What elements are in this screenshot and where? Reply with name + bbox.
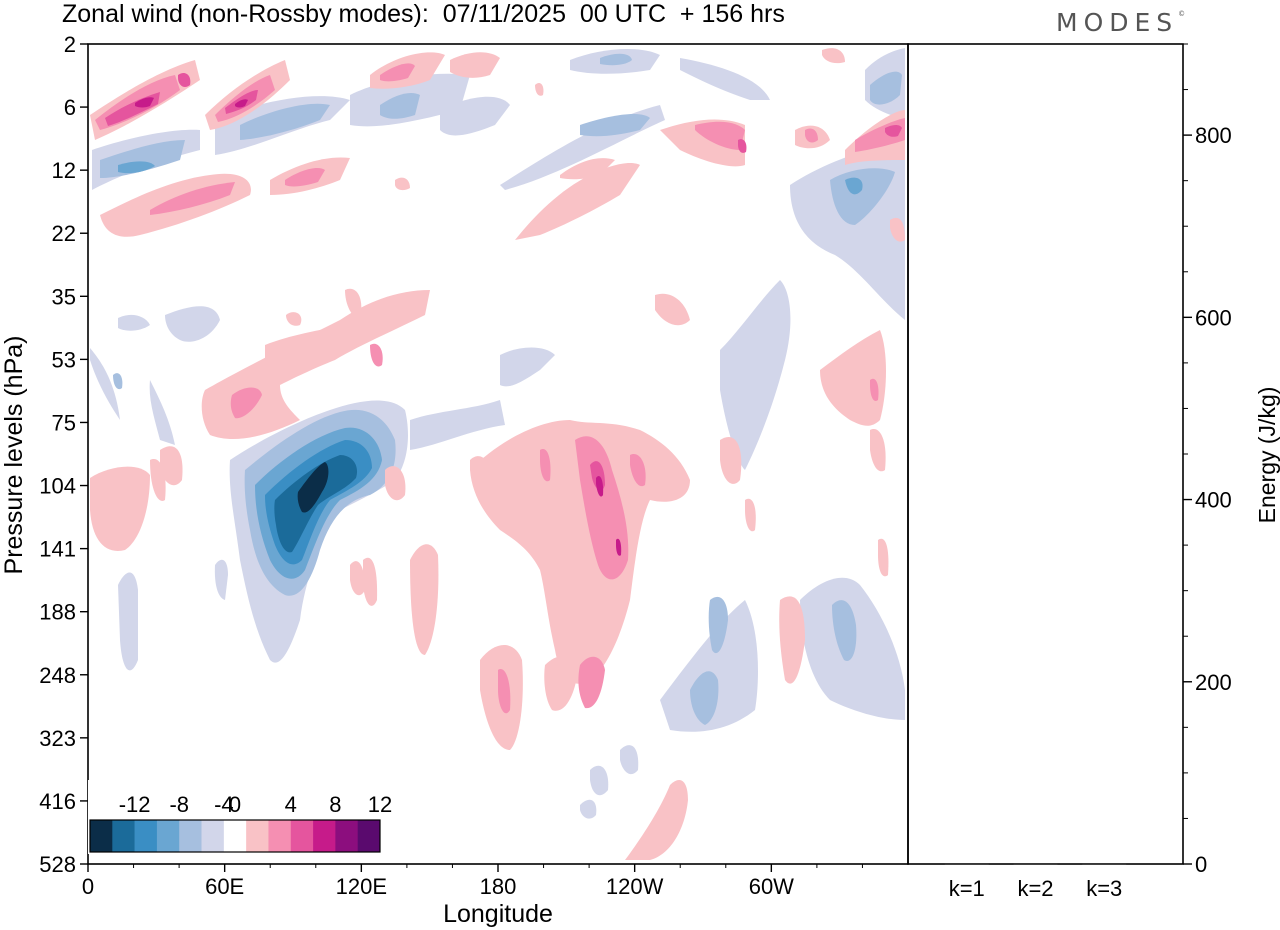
energy-axis: 0 200 400 600 800 — [1183, 43, 1232, 877]
colorbar-swatch — [134, 820, 158, 852]
pressure-tick-label: 323 — [39, 726, 76, 751]
energy-axis-label: Energy (J/kg) — [1254, 387, 1280, 524]
pressure-tick-label: 188 — [39, 600, 76, 625]
longitude-axis: 0 60E 120E 180 120W 60W — [82, 864, 863, 899]
colorbar-swatch — [290, 820, 314, 852]
zonal-wind-heatmap — [88, 44, 908, 864]
easterly-core-outer — [274, 455, 358, 553]
energy-category-label: k=1 — [949, 876, 985, 901]
energy-category-label: k=3 — [1086, 876, 1122, 901]
colorbar-label: 8 — [329, 792, 341, 817]
pressure-tick-label: 6 — [64, 95, 76, 120]
pressure-tick-label: 2 — [64, 32, 76, 57]
logo-mark: © — [1178, 10, 1186, 18]
pressure-tick-label: 104 — [39, 474, 76, 499]
colorbar-swatch — [246, 820, 269, 852]
pressure-tick-label: 22 — [52, 221, 76, 246]
energy-tick-label: 0 — [1195, 852, 1207, 877]
pressure-tick-label: 35 — [52, 284, 76, 309]
colorbar-swatch — [335, 820, 358, 852]
pressure-tick-label: 528 — [39, 852, 76, 877]
energy-bar — [1082, 863, 1127, 865]
pressure-tick-label: 141 — [39, 537, 76, 562]
energy-frame — [907, 43, 1184, 865]
logo-text: MODES — [1056, 8, 1179, 37]
energy-bar — [1013, 863, 1058, 865]
pressure-tick-label: 416 — [39, 789, 76, 814]
colorbar-swatch — [156, 820, 180, 852]
colorbar-swatch — [313, 820, 336, 852]
colorbar-label: 0 — [229, 792, 241, 817]
westerly-very-strong-regions — [135, 97, 622, 556]
longitude-tick-label: 60W — [749, 874, 794, 899]
colorbar-label: -12 — [119, 792, 151, 817]
energy-tick-label: 800 — [1195, 123, 1232, 148]
energy-category-label: k=2 — [1017, 876, 1053, 901]
colorbar-swatch — [201, 820, 225, 852]
pressure-tick-label: 248 — [39, 663, 76, 688]
energy-tick-label: 400 — [1195, 488, 1232, 513]
colorbar-swatch — [357, 820, 381, 852]
pressure-tick-label: 12 — [52, 158, 76, 183]
pressure-tick-label: 75 — [52, 410, 76, 435]
energy-tick-label: 600 — [1195, 305, 1232, 330]
longitude-tick-label: 0 — [82, 874, 94, 899]
chart-title: Zonal wind (non-Rossby modes): 07/11/202… — [62, 0, 785, 28]
colorbar-swatch — [112, 820, 135, 852]
energy-bar — [944, 863, 989, 865]
longitude-tick-label: 60E — [205, 874, 244, 899]
colorbar-swatch — [268, 820, 292, 852]
longitude-tick-label: 120E — [336, 874, 387, 899]
colorbar-swatch — [90, 820, 113, 852]
pressure-tick-label: 53 — [52, 347, 76, 372]
colorbar-swatch — [179, 820, 202, 852]
y-axis-label: Pressure levels (hPa) — [0, 336, 28, 575]
colorbar-label: -8 — [169, 792, 189, 817]
colorbar-label: 12 — [368, 792, 392, 817]
colorbar-label: 4 — [285, 792, 297, 817]
longitude-tick-label: 180 — [480, 874, 517, 899]
colorbar-swatch — [223, 820, 247, 852]
longitude-tick-label: 120W — [606, 874, 664, 899]
energy-tick-label: 200 — [1195, 670, 1232, 695]
easterly-core-inner — [297, 462, 329, 513]
colorbar-border — [89, 819, 381, 853]
energy-bars: k=1 k=2 k=3 — [944, 863, 1127, 901]
modes-logo: MODES© — [1056, 8, 1185, 37]
colorbar-label: -4 — [214, 792, 234, 817]
x-axis-label: Longitude — [443, 900, 553, 928]
colorbar: -12 -8 -40 4 8 12 — [88, 780, 392, 854]
pressure-axis: 2 6 12 22 35 53 75 104 141 188 248 323 416 528 — [39, 32, 88, 877]
